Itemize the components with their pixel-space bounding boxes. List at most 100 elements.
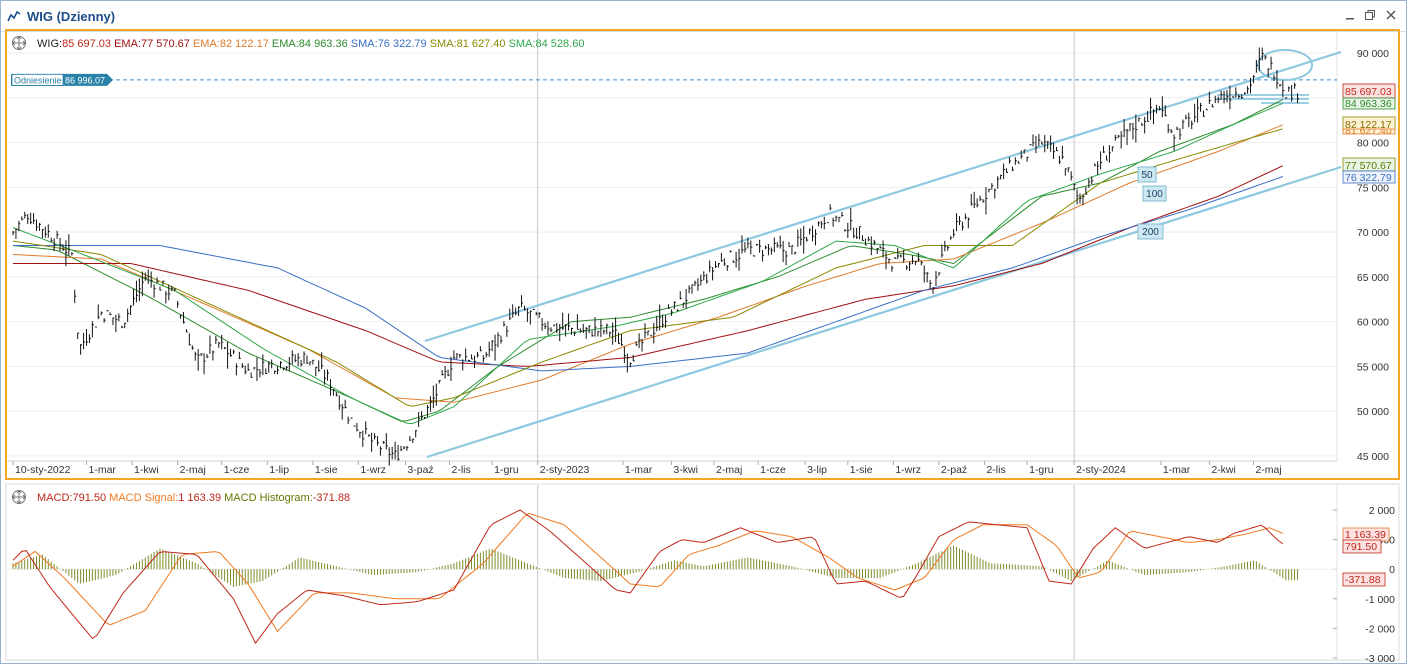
price-y-tick-label: 65 000 — [1357, 272, 1389, 284]
x-tick-label: 3-lip — [807, 464, 827, 476]
price-y-tick-label: 60 000 — [1357, 317, 1389, 329]
macd-signal-label: MACD Signal: — [109, 492, 178, 504]
price-pane-frame — [5, 29, 1400, 480]
legend-sma2-label: SMA: — [430, 38, 457, 50]
x-tick-label: 2-paź — [941, 464, 967, 476]
year-separators — [537, 31, 1075, 660]
x-tick-label: 1-cze — [224, 464, 250, 476]
close-icon[interactable] — [1383, 7, 1399, 23]
x-tick-label: 1-gru — [1029, 464, 1054, 476]
ma-line-ema-50 — [12, 99, 1284, 422]
ma-badge-50-label: 50 — [1141, 170, 1153, 181]
macd-lines — [12, 509, 1284, 645]
macd-value: 791.50 — [72, 492, 106, 504]
x-tick-label: 1-sie — [850, 464, 873, 476]
legend-ema3-value: 84 963.36 — [299, 38, 348, 50]
macd-pane-frame — [5, 483, 1400, 661]
x-tick-label: 1-kwi — [134, 464, 159, 476]
ma-badge-200-label: 200 — [1142, 227, 1159, 238]
x-tick-label: 3-kwi — [673, 464, 698, 476]
macd-label: MACD: — [37, 492, 72, 504]
macd-y-tick-label: 0 — [1389, 564, 1395, 576]
trend-channel-upper[interactable] — [424, 50, 1342, 343]
legend-sma1-label: SMA: — [351, 38, 378, 50]
minimize-icon[interactable] — [1342, 7, 1358, 23]
legend-ema1-label: EMA: — [114, 38, 141, 50]
price-y-tick-label: 80 000 — [1357, 138, 1389, 150]
legend-ema2-label: EMA: — [193, 38, 220, 50]
macd-hist-value: -371.88 — [313, 492, 350, 504]
x-tick-label: 2-maj — [716, 464, 742, 476]
legend-wig-label: WIG: — [37, 38, 62, 50]
chart-line-icon — [7, 10, 21, 22]
legend-ema1-value: 77 570.67 — [141, 38, 190, 50]
move-handle-icon[interactable] — [11, 35, 27, 51]
price-y-tick-label: 50 000 — [1357, 406, 1389, 418]
macd-signal-value: 1 163.39 — [178, 492, 221, 504]
price-y-tick-label: 70 000 — [1357, 227, 1389, 239]
price-tag-ema2: 82 122.17 — [1342, 116, 1396, 131]
ma-line-ema-200 — [13, 165, 1284, 367]
macd-hist-label: MACD Histogram: — [224, 492, 313, 504]
price-grid — [7, 52, 1337, 457]
legend-wig-value: 85 697.03 — [62, 38, 111, 50]
window-title: WIG (Dzienny) — [27, 9, 116, 24]
x-tick-label: 1-mar — [625, 464, 653, 476]
macd-move-handle-icon[interactable] — [11, 489, 27, 505]
price-y-tick-label: 90 000 — [1357, 48, 1389, 60]
price-bars — [12, 47, 1300, 466]
macd-tag-signal: 1 163.39 — [1342, 527, 1390, 542]
x-tick-label: 3-paź — [407, 464, 433, 476]
macd-tag-hist-value: -371.88 — [1345, 574, 1381, 586]
macd-tag-macd-value: 791.50 — [1345, 541, 1377, 553]
legend-ema2-value: 82 122.17 — [220, 38, 269, 50]
x-tick-label: 2-maj — [1255, 464, 1281, 476]
macd-legend: MACD:791.50 MACD Signal:1 163.39 MACD Hi… — [37, 492, 350, 504]
macd-tag-hist: -371.88 — [1342, 572, 1386, 587]
x-tick-label: 10-sty-2022 — [15, 464, 71, 476]
ma-line-sma-200 — [13, 176, 1283, 372]
price-y-tick-label: 75 000 — [1357, 182, 1389, 194]
x-tick-label: 1-wrz — [360, 464, 386, 476]
x-tick-label: 1-gru — [494, 464, 519, 476]
price-tag-sma2: 81 627.40 — [1342, 128, 1396, 135]
price-tag-sma1-value: 76 322.79 — [1345, 172, 1392, 184]
ma-badge-50[interactable]: 50 — [1137, 166, 1157, 183]
price-tag-ema1: 77 570.67 — [1342, 157, 1396, 172]
legend-sma3-label: SMA: — [509, 38, 536, 50]
legend-sma1-value: 76 322.79 — [378, 38, 427, 50]
price-legend: WIG:85 697.03 EMA:77 570.67 EMA:82 122.1… — [37, 38, 584, 50]
macd-y-tick-label: 2 000 — [1369, 505, 1395, 517]
reference-label-box — [11, 74, 64, 86]
reference-tag[interactable]: Odniesienie 86 996.07 — [11, 73, 113, 86]
x-tick-label: 2-lis — [986, 464, 1005, 476]
x-tick-label: 2-kwi — [1211, 464, 1236, 476]
restore-icon[interactable] — [1362, 7, 1378, 23]
title-bar: WIG (Dzienny) — [1, 1, 1406, 32]
legend-sma3-value: 84 528.60 — [536, 38, 585, 50]
price-y-tick-label: 45 000 — [1357, 451, 1389, 463]
x-tick-label: 1-mar — [1163, 464, 1191, 476]
x-tick-label: 2-lis — [452, 464, 471, 476]
price-tag-ema2-value: 82 122.17 — [1345, 119, 1392, 131]
ma-badge-100[interactable]: 100 — [1142, 185, 1167, 202]
ma-badge-200[interactable]: 200 — [1137, 223, 1164, 240]
x-tick-label: 1-lip — [269, 464, 289, 476]
ellipse-annotation[interactable] — [1257, 49, 1313, 81]
moving-averages — [12, 99, 1284, 425]
x-tick-label: 2-sty-2023 — [540, 464, 590, 476]
ma-line-sma-50 — [12, 102, 1283, 425]
macd-y-tick-label: -1 000 — [1365, 594, 1395, 606]
x-tick-label: 2-maj — [180, 464, 206, 476]
macd-signal-line — [12, 512, 1283, 633]
x-tick-label: 1-wrz — [895, 464, 921, 476]
price-tag-wig: 85 697.03 — [1342, 83, 1396, 99]
macd-y-tick-label: -3 000 — [1365, 653, 1395, 663]
price-tag-ema1-value: 77 570.67 — [1345, 160, 1392, 172]
trend-channel-lower[interactable] — [426, 165, 1342, 459]
reference-label: Odniesienie — [14, 75, 62, 85]
